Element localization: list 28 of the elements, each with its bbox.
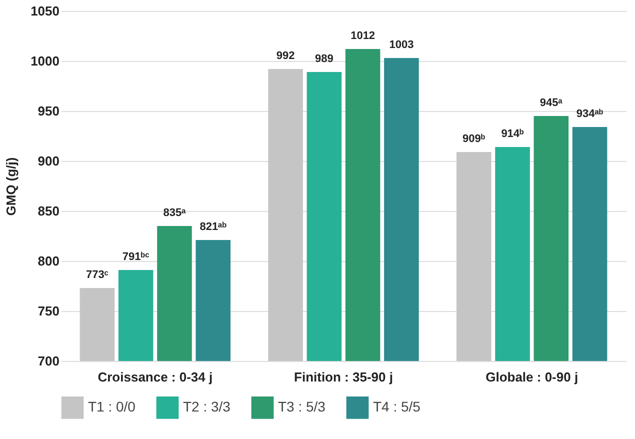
legend-label: T2 : 3/3 — [183, 398, 231, 415]
y-tick-label: 800 — [38, 254, 60, 268]
y-tick-label: 950 — [38, 104, 60, 118]
legend-label: T1 : 0/0 — [88, 398, 136, 415]
data-label: 821ᵃᵇ — [200, 221, 228, 233]
y-axis-title: GMQ (g/j) — [4, 157, 19, 216]
y-tick-label: 1000 — [30, 54, 60, 68]
data-label: 914ᵇ — [501, 128, 525, 140]
x-tick-label: Globale : 0-90 j — [486, 370, 578, 384]
y-tick-label: 700 — [38, 354, 60, 368]
data-label: 989 — [315, 53, 334, 65]
y-tick-label: 850 — [38, 204, 60, 218]
data-label: 992 — [276, 50, 295, 62]
x-tick-label: Croissance : 0-34 j — [98, 370, 213, 384]
y-tick-label: 900 — [38, 154, 60, 168]
data-label: 773ᶜ — [86, 269, 108, 281]
legend-label: T3 : 5/3 — [278, 398, 326, 415]
legend-label: T4 : 5/5 — [373, 398, 421, 415]
y-tick-label: 1050 — [30, 4, 60, 18]
data-label: 945ᵃ — [540, 97, 564, 109]
data-label: 1012 — [350, 30, 376, 42]
data-label: 909ᵇ — [462, 133, 486, 145]
data-label: 1003 — [389, 39, 414, 51]
y-tick-label: 750 — [38, 304, 60, 318]
data-label: 835ᵃ — [163, 207, 187, 219]
x-tick-label: Finition : 35-90 j — [294, 370, 393, 384]
data-label: 791ᵇᶜ — [122, 251, 150, 263]
data-label: 934ᵃᵇ — [576, 108, 604, 120]
